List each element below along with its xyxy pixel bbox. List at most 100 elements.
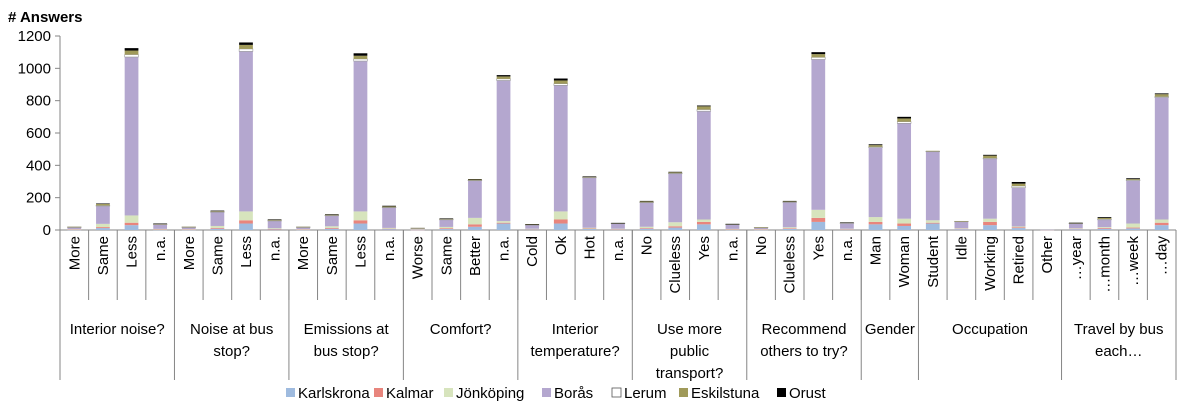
group-label: stop? [213,343,250,360]
legend-label-karlskrona: Karlskrona [298,385,370,402]
bar-segment-borås [582,177,597,228]
bar-segment-kalmar [696,221,711,225]
bar-segment-orust [382,205,396,207]
bar-segment-karlskrona [840,229,854,231]
bar-segment-orust [840,222,854,223]
category-label: …week [1125,236,1142,287]
bar-segment-lerum [267,220,282,222]
bar-segment-borås [324,215,339,227]
bar-segment-kalmar [496,222,511,224]
bar-segment-borås [782,202,797,228]
bar-segment-eskilstuna [1126,179,1140,180]
bar-segment-eskilstuna [954,221,969,222]
bar-segment-eskilstuna [525,224,540,225]
bar-segment-lerum [467,179,483,182]
category-label: Less [124,236,141,268]
category-label: n.a. [839,236,856,261]
bar-segment-eskilstuna [754,227,768,228]
bar-segment-eskilstuna [897,118,912,122]
bar-segment-borås [868,147,883,218]
group-label: others to try? [760,343,848,360]
bar-segment-eskilstuna [983,155,997,159]
bar-segment-eskilstuna [410,227,425,229]
bar-segment-borås [725,224,740,229]
bar-segment-eskilstuna [239,44,253,49]
legend-swatch-jönköping [444,388,453,397]
bar-segment-jönköping [754,229,768,230]
bar-segment-eskilstuna [553,80,568,84]
bar-segment-orust [324,214,339,215]
bar-segment-karlskrona [582,229,597,230]
bar-segment-jönköping [1097,227,1112,228]
bar-segment-karlskrona [1097,228,1112,230]
bar-segment-eskilstuna [668,172,683,174]
bar-segment-karlskrona [153,229,168,231]
bar-segment-karlskrona [439,229,454,230]
legend-swatch-orust [777,388,786,397]
bar-segment-borås [382,207,396,228]
category-label: …year [1068,236,1085,280]
bar-segment-borås [210,212,225,226]
bar-segment-karlskrona [382,229,396,230]
category-label: Clueless [667,236,684,294]
bar-segment-eskilstuna [210,210,225,212]
category-label: Same [324,236,341,275]
category-label: n.a. [381,236,398,261]
bar-segment-lerum [811,57,826,60]
bar-segment-kalmar [96,227,110,229]
bar-segment-eskilstuna [782,201,797,202]
bar-segment-kalmar [67,229,82,231]
y-tick-label: 0 [43,222,51,239]
group-label: bus stop? [314,343,379,360]
legend-swatch-eskilstuna [679,388,688,397]
bar-segment-karlskrona [1154,225,1169,230]
bar-segment-jönköping [668,222,683,227]
bar-segment-orust [868,144,883,146]
bar-segment-orust [525,224,540,225]
bar-segment-jönköping [124,215,139,223]
bar-segment-borås [1126,180,1140,224]
bar-segment-lerum [210,211,225,213]
bar-segment-karlskrona [1126,228,1140,230]
bar-segment-lerum [238,48,254,52]
legend-label-lerum: Lerum [624,385,667,402]
bar-segment-kalmar [181,229,196,231]
bar-segment-jönköping [96,223,110,228]
bar-segment-borås [954,221,969,229]
bar-segment-karlskrona [925,223,940,230]
bar-segment-eskilstuna [382,206,396,208]
category-label: Worse [410,236,427,279]
bar-segment-jönköping [181,229,196,230]
bar-segment-kalmar [840,229,854,230]
bar-segment-jönköping [210,225,225,228]
bar-segment-lerum [868,146,883,148]
bar-segment-kalmar [468,224,482,227]
bar-segment-borås [696,111,711,220]
bar-segment-jönköping [696,219,711,222]
bar-segment-kalmar [153,229,168,230]
bar-segment-kalmar [1097,227,1112,229]
bar-segment-jönköping [868,217,883,222]
legend-swatch-borås [542,388,551,397]
bar-segment-karlskrona [553,223,568,230]
category-labels: More Same Less n.a. Interior noise? More Same L… [66,235,1170,382]
bar-segment-lerum [982,157,998,160]
category-label: Clueless [782,236,799,294]
bar-segment-lerum [439,219,454,221]
bar-segment-karlskrona [267,229,282,230]
category-label: Same [95,236,112,275]
category-label: More [181,236,198,270]
category-label: More [66,236,83,270]
bar-segment-jönköping [1040,229,1055,231]
bar-segment-lerum [496,78,511,81]
bar-segment-jönköping [840,228,854,230]
bar-segment-borås [239,51,253,212]
bar-segment-lerum [639,201,654,203]
bar-segment-orust [696,105,711,107]
bar-segment-jönköping [267,228,282,230]
bar-segment-jönköping [525,228,540,230]
bars [67,42,1169,231]
y-tick-label: 800 [26,93,51,110]
bar-segment-kalmar [1068,228,1083,230]
bar-segment-orust [1068,222,1083,224]
